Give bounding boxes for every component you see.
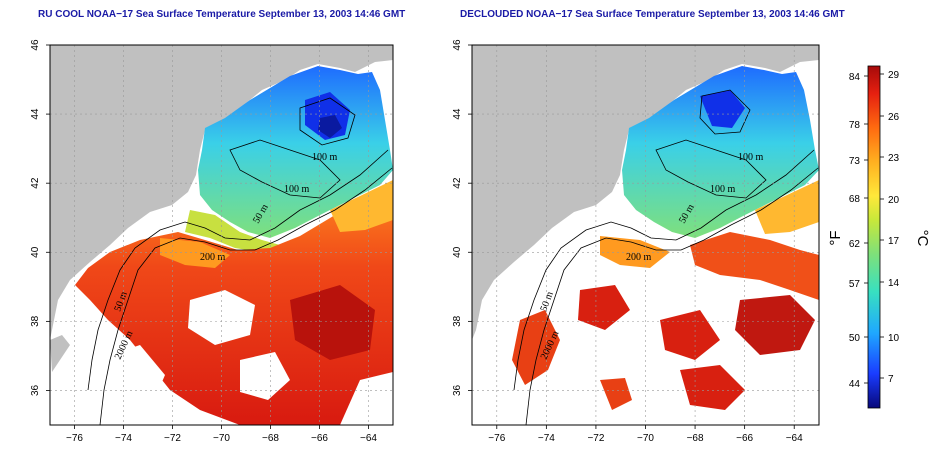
colorbar-label-c: 23	[888, 153, 900, 164]
colorbar-label-f: 84	[849, 72, 861, 83]
warm-water-right-4	[735, 295, 815, 355]
lon-tick-label: −66	[736, 433, 753, 444]
isobaths-left	[87, 97, 393, 425]
cool-water-right	[622, 66, 819, 238]
lon-tick-label: −76	[488, 433, 505, 444]
colorbar-label-c: 7	[888, 374, 894, 385]
warm-water-right-3	[660, 310, 720, 360]
lat-tick-label: 40	[452, 246, 463, 258]
colorbar-label-f: 57	[849, 279, 861, 290]
warm-band-yellow-right	[755, 180, 819, 234]
colorbar-label-f: 44	[849, 379, 861, 390]
colorbar-label-c: 14	[888, 278, 900, 289]
lat-tick-label: 46	[30, 39, 41, 51]
colorbar: 84 78 73 68 62 57 50 44 29 26 23 20 17 14 10 7 °F °C	[827, 65, 931, 409]
lat-tick-label: 42	[452, 177, 463, 189]
colorbar-ticks: 84 78 73 68 62 57 50 44 29 26 23 20 17 14 10 7	[849, 70, 900, 390]
cloud-left-2	[88, 345, 165, 420]
lon-tick-label: −68	[687, 433, 704, 444]
ticks-left: −76 −74 −72 −70 −68 −66 −64 36 38 40 42 44 46	[30, 39, 377, 444]
lat-tick-label: 42	[30, 177, 41, 189]
colorbar-label-f: 50	[849, 333, 861, 344]
lat-tick-label: 44	[452, 108, 463, 120]
celsius-unit-label: °C	[914, 230, 931, 247]
lat-tick-label: 44	[30, 108, 41, 120]
lat-tick-label: 46	[452, 39, 463, 51]
lon-tick-label: −70	[637, 433, 654, 444]
lat-tick-label: 40	[30, 246, 41, 258]
cloud-left-4	[340, 372, 393, 425]
fahrenheit-unit-label: °F	[827, 230, 844, 245]
cold-core-left	[318, 115, 342, 138]
land-left	[50, 45, 393, 340]
lon-tick-label: −72	[587, 433, 604, 444]
land-left-south	[50, 335, 70, 372]
lon-tick-label: −74	[538, 433, 555, 444]
warm-band-orange-right	[600, 236, 670, 268]
warm-band-orange-left	[160, 238, 230, 268]
shelf-band-left	[185, 210, 280, 252]
contour-label-right-4: 200 m	[626, 252, 652, 263]
lon-tick-label: −72	[164, 433, 181, 444]
lon-tick-label: −76	[66, 433, 83, 444]
colorbar-label-f: 62	[849, 239, 861, 250]
colorbar-label-f: 78	[849, 120, 861, 131]
land-right	[472, 45, 819, 340]
lat-tick-label: 38	[452, 315, 463, 327]
colorbar-label-c: 29	[888, 70, 900, 81]
warm-water-right-1	[690, 232, 819, 300]
lon-tick-label: −70	[213, 433, 230, 444]
map-left: 100 m 100 m 50 m 200 m 50 m 2000 m −76 −7…	[30, 39, 394, 444]
colorbar-label-c: 10	[888, 333, 900, 344]
colorbar-label-c: 17	[888, 236, 900, 247]
colorbar-label-c: 26	[888, 112, 900, 123]
warm-band-yellow-left	[330, 180, 393, 232]
map-title-right: DECLOUDED NOAA−17 Sea Surface Temperatur…	[460, 9, 845, 20]
hot-patch-left	[290, 285, 375, 360]
contour-label-left-1: 100 m	[312, 152, 338, 163]
warm-water-right-2	[578, 285, 630, 330]
lat-tick-label: 36	[30, 384, 41, 396]
warm-water-right-5	[680, 365, 745, 410]
cold-patch-right	[700, 90, 745, 128]
contour-label-right-1: 100 m	[738, 152, 764, 163]
lat-tick-label: 38	[30, 315, 41, 327]
lon-tick-label: −74	[115, 433, 132, 444]
warm-water-right-7	[600, 378, 632, 410]
colorbar-label-f: 73	[849, 156, 861, 167]
map-right: 100 m 100 m 50 m 200 m 50 m 2000 m −76 −7…	[452, 39, 820, 444]
colorbar-label-f: 68	[849, 194, 861, 205]
contour-label-left-4: 200 m	[200, 252, 226, 263]
cloud-left-3	[240, 352, 290, 400]
colorbar-gradient	[867, 65, 881, 409]
lon-tick-label: −68	[262, 433, 279, 444]
lon-tick-label: −64	[786, 433, 803, 444]
contour-label-left-2: 100 m	[284, 184, 310, 195]
lon-tick-label: −64	[360, 433, 377, 444]
grid-right	[472, 44, 819, 425]
lat-tick-label: 36	[452, 384, 463, 396]
contour-label-right-2: 100 m	[710, 184, 736, 195]
isobaths-right	[513, 89, 819, 425]
map-title-left: RU COOL NOAA−17 Sea Surface Temperature …	[38, 9, 406, 20]
cloud-left-1	[188, 290, 255, 345]
colorbar-label-c: 20	[888, 195, 900, 206]
ticks-right: −76 −74 −72 −70 −68 −66 −64 36 38 40 42 44 46	[452, 39, 803, 444]
lon-tick-label: −66	[311, 433, 328, 444]
